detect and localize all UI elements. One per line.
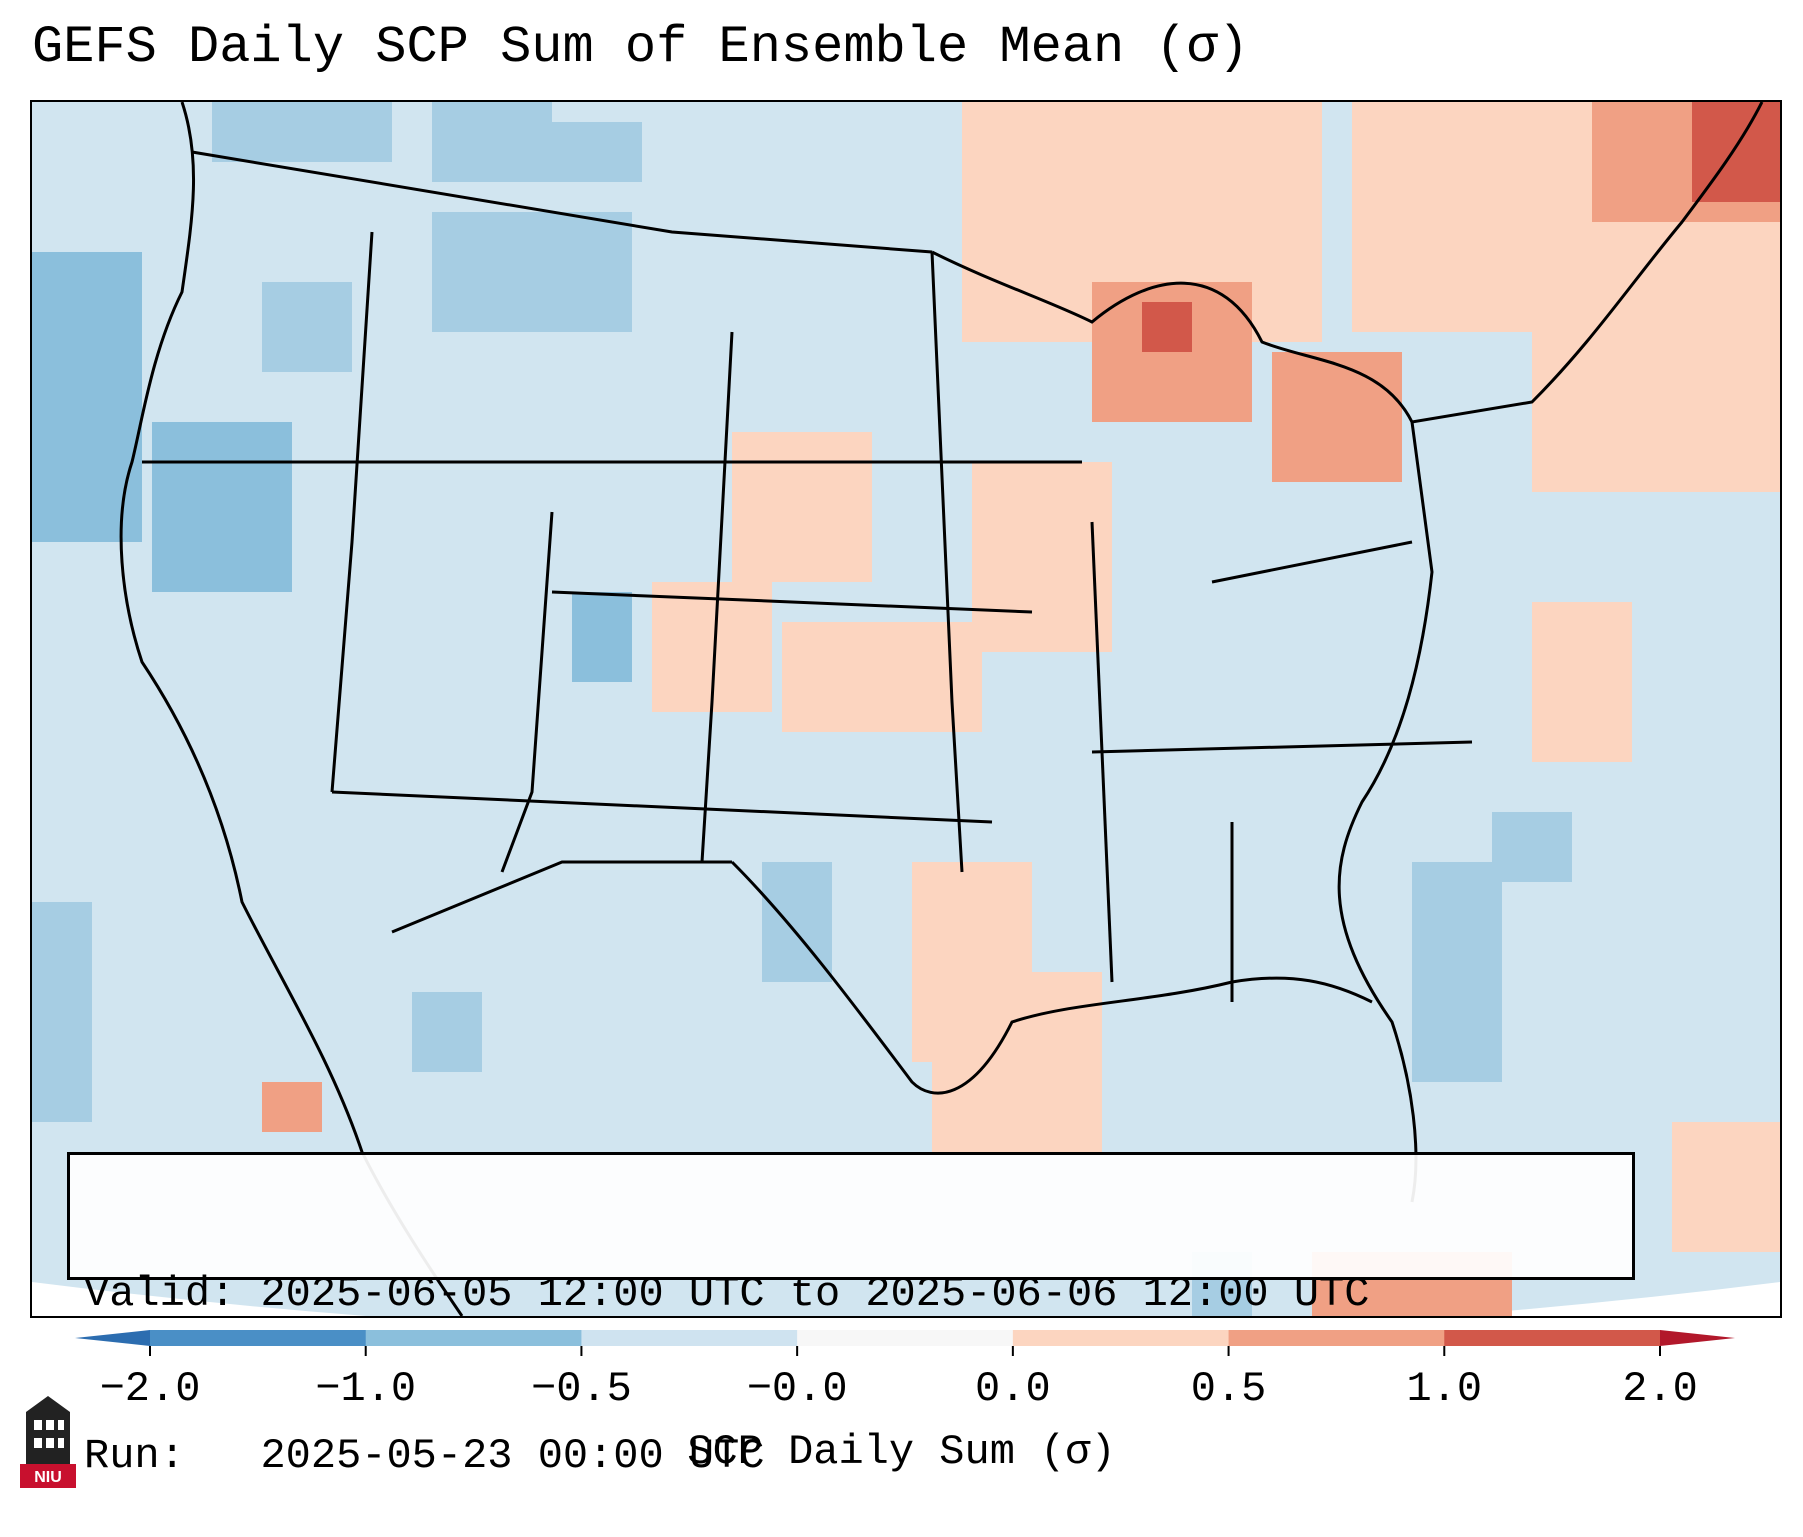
colorbar-tick-label: −0.5 — [531, 1365, 632, 1413]
south-state-line — [331, 790, 993, 824]
plains-east-line — [930, 251, 964, 873]
valid-row: Valid: 2025-06-05 12:00 UTC to 2025-06-0… — [84, 1267, 1618, 1321]
montana-negative-patch-c — [552, 122, 642, 182]
superior-core-patch — [1142, 302, 1192, 352]
mexico-border — [391, 860, 732, 934]
lake-huron-positive-patch — [1272, 352, 1402, 482]
east-coast-line — [1337, 421, 1434, 1203]
colorbar-tick-label: 1.0 — [1406, 1365, 1483, 1413]
canada-border — [191, 150, 933, 254]
caribbean-positive-patch — [1672, 1122, 1780, 1252]
boundaries — [119, 102, 1764, 1316]
valid-label: Valid: — [84, 1270, 236, 1318]
montana-negative-patch-b — [432, 212, 632, 332]
ohio-line — [1211, 540, 1413, 584]
gulf-coast-line — [730, 860, 1373, 1095]
run-value: 2025-05-23 00:00 UTC — [260, 1432, 765, 1480]
nebraska-positive-patch — [732, 432, 872, 582]
colorbar-label: SCP Daily Sum (σ) — [687, 1428, 1116, 1476]
niu-logo: NIU — [20, 1396, 76, 1488]
gulf-st-lawrence-strong-patch — [1692, 102, 1780, 202]
baja-positive-patch — [262, 1082, 322, 1132]
colorbar-tick-label: 2.0 — [1622, 1365, 1698, 1413]
idaho-negative-patch — [262, 282, 352, 372]
projection-edge — [32, 1282, 1780, 1316]
colorbar-tick-label: −1.0 — [315, 1365, 417, 1413]
sonora-negative-patch — [412, 992, 482, 1072]
kansas-line — [551, 590, 1033, 614]
valid-run-infobox: Valid: 2025-06-05 12:00 UTC to 2025-06-0… — [67, 1152, 1635, 1480]
run-row: Run: 2025-05-23 00:00 UTC — [84, 1429, 1618, 1483]
west-coast-line — [119, 102, 464, 1316]
run-label: Run: — [84, 1432, 185, 1480]
logo-text: NIU — [34, 1469, 62, 1486]
great-lakes-border — [931, 102, 1764, 424]
colorado-negative-patch — [572, 592, 632, 682]
carolina-offshore-negative-patch — [1492, 812, 1572, 882]
valid-value: 2025-06-05 12:00 UTC to 2025-06-06 12:00… — [260, 1270, 1370, 1318]
nevada-east-line — [330, 231, 374, 793]
colorbar-tick-label: −0.0 — [746, 1365, 848, 1413]
chart-title: GEFS Daily SCP Sum of Ensemble Mean (σ) — [32, 18, 1249, 77]
colorbar-tick-label: −2.0 — [99, 1365, 201, 1413]
negative-anomaly-patches — [32, 102, 1572, 1316]
map-panel — [30, 100, 1782, 1318]
iowa-positive-patch — [972, 462, 1112, 652]
pacific-negative-patch — [32, 252, 142, 542]
montana-negative-patch-a — [432, 102, 552, 182]
washington-negative-patch — [212, 102, 392, 162]
baja-offshore-negative-patch — [32, 902, 92, 1122]
oregon-negative-patch — [152, 422, 292, 592]
logo-band — [20, 1464, 76, 1488]
utah-east-line — [500, 511, 554, 873]
florida-negative-patch — [1412, 862, 1502, 1082]
tennessee-line — [1091, 740, 1473, 754]
colorbar-extend-high — [1660, 1330, 1735, 1346]
colorbar-tick-label: 0.0 — [975, 1365, 1051, 1413]
atlantic-positive-patch — [1532, 602, 1632, 762]
maritimes-positive-patch — [1532, 332, 1780, 492]
colorbar-tick-label: 0.5 — [1190, 1365, 1267, 1413]
gulf-positive-patch — [932, 972, 1102, 1152]
scp-map — [32, 102, 1780, 1316]
